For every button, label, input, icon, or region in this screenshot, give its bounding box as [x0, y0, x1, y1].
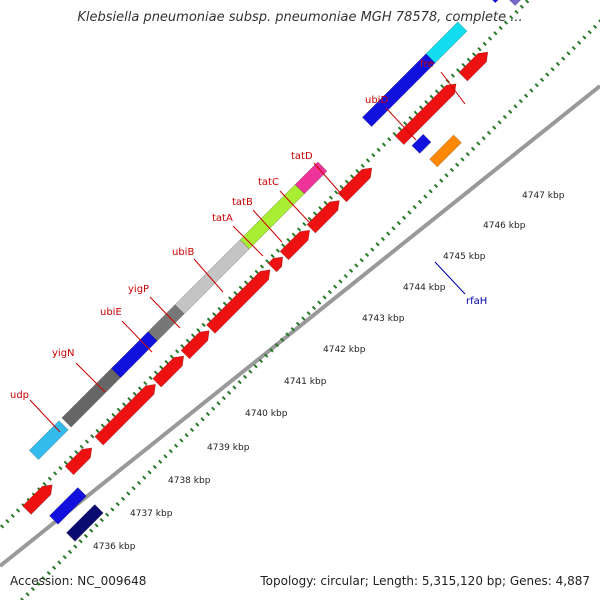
label-leader-line	[29, 399, 61, 433]
gene-label-tatB[interactable]: tatB	[232, 197, 253, 208]
gene-feature-block[interactable]	[458, 51, 489, 82]
kbp-tick-label: 4738 kbp	[168, 476, 211, 486]
gene-feature-block[interactable]	[306, 200, 340, 234]
gene-label-rfaH[interactable]: rfaH	[466, 296, 487, 307]
kbp-tick-label: 4736 kbp	[93, 542, 136, 552]
label-leader-line	[193, 258, 224, 293]
kbp-tick-label: 4740 kbp	[245, 409, 288, 419]
label-leader-line	[313, 162, 344, 197]
backbone-layer	[0, 84, 600, 568]
kbp-tick-label: 4739 kbp	[207, 443, 250, 453]
gene-feature-block[interactable]	[152, 355, 185, 388]
gene-label-tatC[interactable]: tatC	[258, 177, 279, 188]
gene-feature-block[interactable]	[267, 256, 284, 273]
label-leader-line	[252, 209, 283, 243]
gene-label-yigP[interactable]: yigP	[128, 284, 149, 295]
gene-feature-block[interactable]	[64, 447, 93, 476]
gene-feature-block[interactable]	[394, 83, 457, 146]
gene-feature-block[interactable]	[411, 133, 432, 154]
gene-feature-block[interactable]	[110, 331, 158, 379]
kbp-ticks-layer: 4736 kbp 4737 kbp 4738 kbp 4739 kbp 4740 kbp…	[93, 191, 565, 552]
gene-feature-block[interactable]	[147, 304, 185, 342]
gene-feature-block[interactable]	[279, 229, 311, 261]
gene-label-tatD[interactable]: tatD	[291, 151, 313, 162]
gene-feature-block[interactable]	[294, 161, 328, 195]
gene-feature-block[interactable]	[94, 383, 156, 446]
gene-label-ubiB[interactable]: ubiB	[172, 247, 194, 258]
kbp-tick-label: 4747 kbp	[522, 191, 565, 201]
kbp-tick-label: 4742 kbp	[323, 345, 366, 355]
kbp-tick-label: 4744 kbp	[403, 283, 446, 293]
gene-feature-block[interactable]	[180, 330, 210, 360]
upper-tick-dots	[0, 0, 532, 532]
gene-feature-block[interactable]	[206, 269, 271, 334]
map-title: Klebsiella pneumoniae subsp. pneumoniae …	[77, 10, 523, 25]
gene-feature-block[interactable]	[22, 484, 53, 515]
gene-feature-block[interactable]	[66, 504, 104, 542]
label-leader-line	[440, 71, 466, 105]
gene-labels-layer: udp yigN ubiE yigP ubiB tatA tatB tatC tatD ubiD f…	[10, 59, 487, 433]
kbp-tick-label: 4737 kbp	[130, 509, 173, 519]
gene-feature-block[interactable]	[506, 0, 577, 7]
accession-text: Accession: NC_009648	[10, 574, 147, 588]
label-leader-line	[279, 190, 310, 223]
genome-backbone-line	[0, 84, 600, 568]
kbp-tick-label: 4741 kbp	[284, 377, 327, 387]
gene-label-yigN[interactable]: yigN	[52, 348, 75, 359]
kbp-tick-label: 4746 kbp	[483, 221, 526, 231]
label-leader-line	[434, 261, 466, 295]
gene-label-ubiD[interactable]: ubiD	[365, 95, 388, 106]
gene-feature-block[interactable]	[486, 0, 531, 4]
label-leader-line	[75, 362, 106, 393]
gene-feature-block[interactable]	[425, 21, 468, 64]
gene-feature-block[interactable]	[337, 167, 373, 203]
gene-label-udp[interactable]: udp	[10, 390, 29, 401]
gene-label-tatA[interactable]: tatA	[212, 213, 233, 224]
kbp-tick-label: 4743 kbp	[362, 314, 405, 324]
gene-feature-block[interactable]	[429, 134, 462, 168]
gene-feature-block[interactable]	[28, 420, 69, 461]
gene-label-fre[interactable]: fre	[420, 59, 434, 70]
label-leader-line	[385, 107, 417, 141]
topology-text: Topology: circular; Length: 5,315,120 bp…	[260, 574, 590, 588]
features-layer	[22, 0, 577, 542]
label-leader-line	[232, 225, 264, 257]
gene-feature-block[interactable]	[49, 487, 87, 525]
label-leader-line	[121, 320, 153, 353]
label-leader-line	[149, 296, 181, 329]
kbp-tick-label: 4745 kbp	[443, 252, 486, 262]
gene-label-ubiE[interactable]: ubiE	[100, 307, 122, 318]
